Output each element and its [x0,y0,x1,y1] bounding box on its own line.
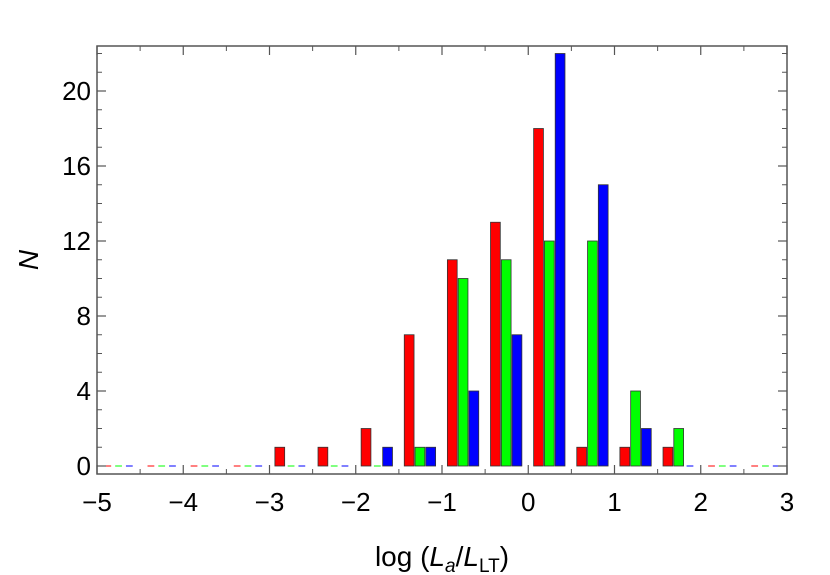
bar-series2-bin9 [500,259,512,467]
bar-series1-bin9 [490,221,501,467]
x-tick-label: −3 [255,487,285,517]
bar-series3-bin10 [554,53,566,467]
x-tick-label: 0 [521,487,535,517]
bar-series3-bin12 [641,428,652,467]
bar-series2-bin7 [414,446,426,467]
x-tick-label: −1 [427,487,457,517]
plot-frame [96,45,788,475]
bar-series1-bin13 [662,446,674,467]
x-tick-label: 1 [607,487,621,517]
y-tick-label: 8 [77,301,91,331]
x-tick-label: 2 [694,487,708,517]
bar-series1-bin11 [576,446,587,467]
bar-series2-bin11 [587,240,598,467]
y-tick-label: 4 [77,376,91,406]
y-tick-label: 20 [62,76,91,106]
bar-series2-bin13 [673,428,684,467]
y-tick-label: 0 [77,451,91,481]
bar-series3-bin9 [511,334,523,467]
bar-series3-bin11 [597,184,609,467]
bar-series3-bin6 [382,446,393,467]
x-axis-label-sub1: a [445,556,456,575]
x-tick-label: 3 [780,487,794,517]
bar-series1-bin7 [403,334,415,467]
x-tick-label: −4 [168,487,198,517]
bar-series1-bin6 [360,428,372,467]
x-axis-label: log (La/LLT) [375,541,509,575]
bar-series3-bin7 [425,446,437,467]
bar-series2-bin8 [457,278,469,467]
bar-series3-bin8 [468,390,480,467]
y-tick-label: 16 [62,151,91,181]
y-tick-label: 12 [62,226,91,256]
y-axis-label: N [13,249,44,270]
x-tick-label: −5 [82,487,112,517]
ticks-layer [96,46,788,474]
bar-series1-bin10 [533,128,544,467]
x-axis-label-main2: L [463,541,479,572]
x-tick-label: −2 [341,487,371,517]
x-axis-label-sub2: LT [479,556,500,575]
x-axis-label-slash: / [456,541,464,572]
bars-layer [104,53,780,467]
x-axis-label-prefix: log ( [375,541,430,572]
bar-series1-bin5 [317,446,329,467]
bar-series1-bin12 [619,446,631,467]
x-axis-label-suffix: ) [500,541,509,572]
bar-series2-bin10 [544,240,555,467]
bar-series2-bin12 [630,390,641,467]
x-axis-label-main1: L [429,541,445,572]
bar-series1-bin4 [274,446,286,467]
bar-series1-bin8 [446,259,458,467]
